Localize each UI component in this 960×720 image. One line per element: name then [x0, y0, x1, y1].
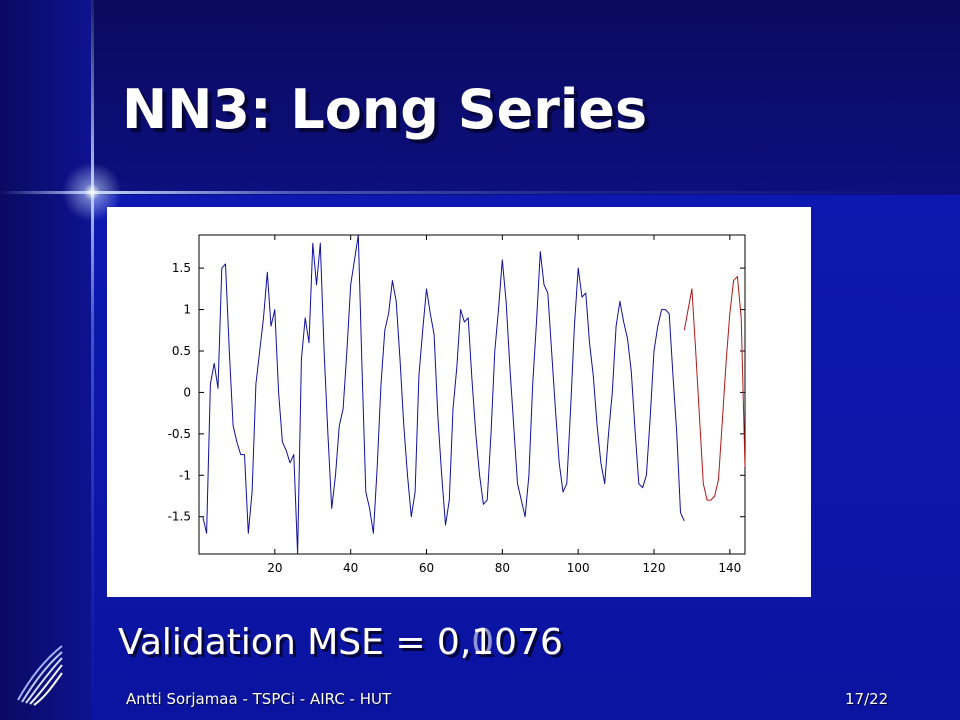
y-tick-label: 0 — [183, 385, 191, 399]
x-tick-label: 60 — [419, 561, 434, 575]
x-tick-label: 140 — [718, 561, 741, 575]
title-band-background — [0, 0, 960, 195]
series-lines — [202, 234, 746, 555]
y-tick-label: -1 — [179, 468, 191, 482]
x-tick-label: 20 — [267, 561, 282, 575]
plot-area — [198, 234, 746, 555]
y-tick-label: 0.5 — [172, 344, 191, 358]
x-tick-label: 120 — [643, 561, 666, 575]
x-tick-label: 40 — [343, 561, 358, 575]
footer-author: Antti Sorjamaa - TSPCi - AIRC - HUT — [126, 690, 392, 708]
validation-mse: Validation MSE = 0,1076 Validation MSE =… — [118, 622, 618, 672]
series-line-historical — [202, 234, 685, 555]
light-flare-horizontal — [0, 191, 960, 194]
x-tick-label: 100 — [567, 561, 590, 575]
light-flare-vertical — [91, 0, 94, 720]
slide-title: NN3: Long Series — [122, 78, 648, 141]
y-tick-label: -1.5 — [168, 510, 191, 524]
wing-logo-icon — [17, 645, 63, 706]
validation-mse-new: Validation MSE = 0,0076 — [118, 622, 563, 663]
y-tick-label: -0.5 — [168, 427, 191, 441]
validation-mse-old: Validation MSE = 0,1076 — [118, 622, 563, 663]
series-line-forecast — [683, 275, 746, 501]
axis-ticks: 20 40 60 80 100 120 140 -1.5 -1 -0.5 0 0.5 1 1.5 — [168, 235, 745, 575]
chart-panel: 20 40 60 80 100 120 140 -1.5 -1 -0.5 0 0.5 1 1.5 — [107, 207, 811, 597]
line-chart: 20 40 60 80 100 120 140 -1.5 -1 -0.5 0 0.5 1 1.5 — [168, 234, 746, 575]
page-number: 17/22 — [845, 690, 889, 708]
y-tick-label: 1 — [183, 303, 191, 317]
x-tick-label: 80 — [495, 561, 510, 575]
y-tick-label: 1.5 — [172, 261, 191, 275]
left-band-background — [0, 0, 92, 720]
